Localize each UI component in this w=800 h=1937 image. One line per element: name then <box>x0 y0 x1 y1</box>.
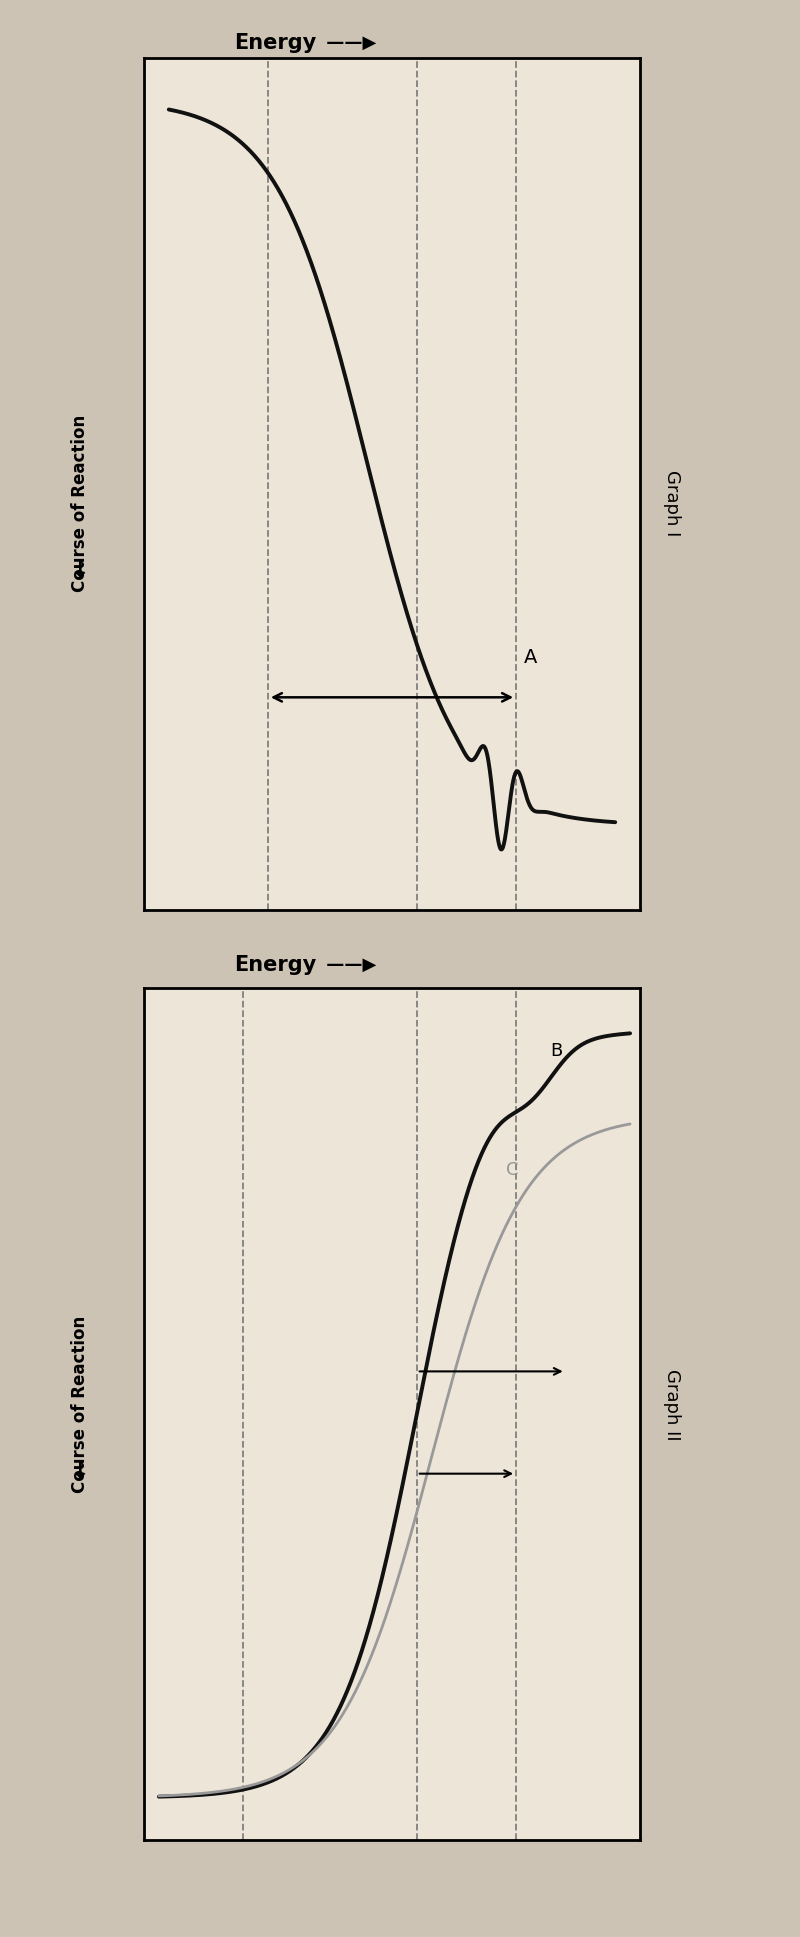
Text: C: C <box>506 1162 518 1180</box>
Text: Energy: Energy <box>234 955 316 974</box>
Text: A: A <box>523 649 537 666</box>
Text: ↓: ↓ <box>70 562 90 581</box>
Text: Graph I: Graph I <box>663 471 681 537</box>
Text: ——▶: ——▶ <box>320 955 376 974</box>
Text: ↓: ↓ <box>70 1462 90 1482</box>
Text: ——▶: ——▶ <box>320 33 376 52</box>
Text: Course of Reaction: Course of Reaction <box>71 1315 89 1493</box>
Text: Graph II: Graph II <box>663 1369 681 1439</box>
Text: B: B <box>550 1042 563 1060</box>
Text: Energy: Energy <box>234 33 316 52</box>
Text: Course of Reaction: Course of Reaction <box>71 415 89 593</box>
